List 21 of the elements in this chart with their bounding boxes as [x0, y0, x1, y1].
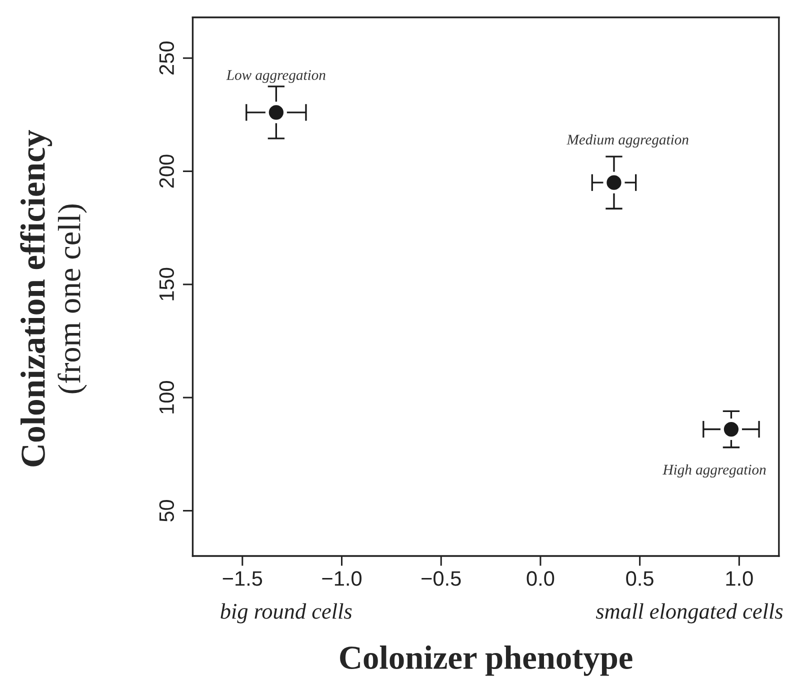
x-tick-label: 0.0 — [526, 571, 554, 586]
x-tick-label: −1.0 — [322, 571, 362, 586]
y-axis-title: Colonization efficiency (from one cell) — [20, 130, 87, 466]
annotation: High aggregation — [662, 464, 766, 478]
y-tick-label: 150 — [159, 268, 174, 300]
point — [603, 172, 625, 194]
y-tick-label: 250 — [159, 42, 174, 74]
x-tick-label: −1.5 — [222, 571, 262, 586]
y-tick-label: 100 — [159, 381, 174, 414]
point — [720, 418, 742, 440]
annotation: Medium aggregation — [566, 134, 688, 148]
text: small elongated cells — [596, 603, 783, 624]
text: big round cells — [220, 603, 352, 624]
y-tick-label: 50 — [159, 500, 174, 522]
point — [265, 102, 287, 124]
x-tick-label: 1.0 — [726, 571, 753, 586]
annotation: Low aggregation — [226, 70, 326, 83]
x-tick-label: −0.5 — [422, 571, 461, 586]
y-tick-label: 200 — [159, 154, 174, 188]
x-axis-title: Colonizer phenotype — [340, 646, 632, 676]
x-tick-label: 0.5 — [626, 571, 654, 586]
